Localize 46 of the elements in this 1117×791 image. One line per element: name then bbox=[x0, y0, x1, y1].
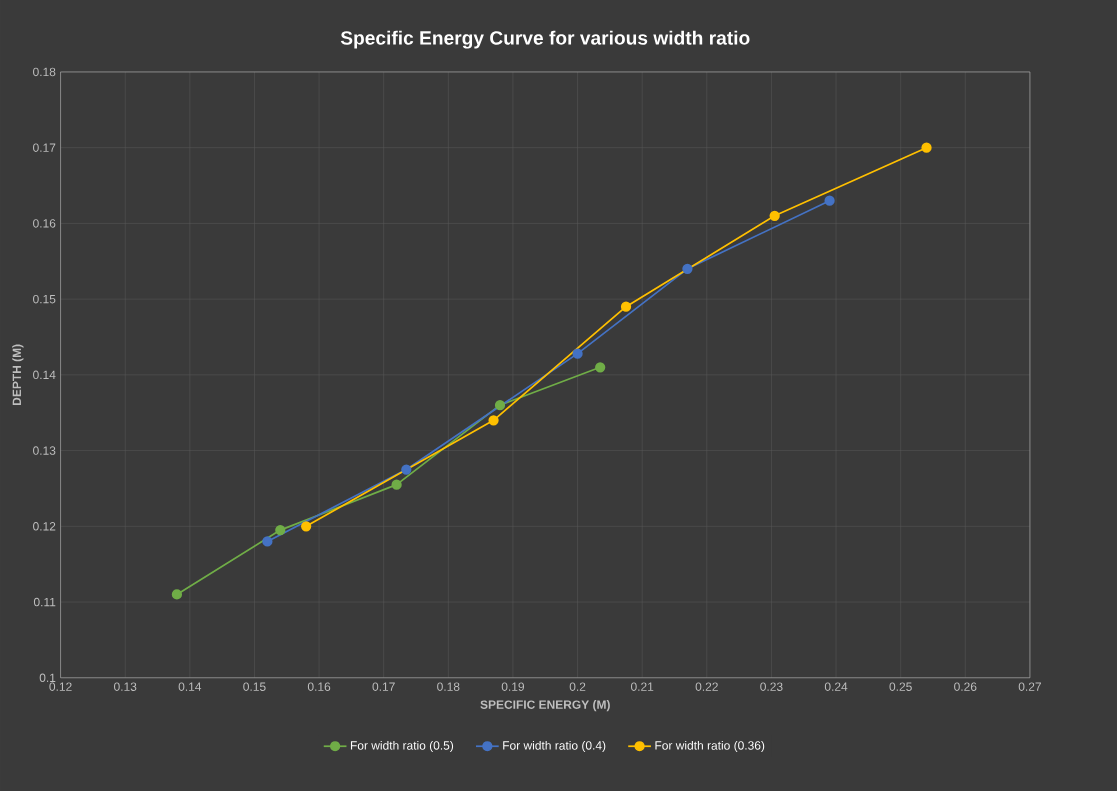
x-tick-label: 0.25 bbox=[889, 682, 912, 691]
y-tick-label: 0.17 bbox=[33, 143, 56, 152]
point bbox=[921, 142, 932, 153]
point bbox=[595, 361, 606, 373]
point bbox=[275, 524, 286, 536]
point bbox=[620, 301, 632, 312]
legend-label: For width ratio (0.4) bbox=[503, 740, 606, 752]
x-tick-label: 0.16 bbox=[307, 682, 331, 691]
point bbox=[494, 399, 506, 411]
x-tick-label: 0.22 bbox=[695, 682, 718, 691]
y-tick-label: 0.14 bbox=[33, 370, 56, 379]
point bbox=[488, 414, 499, 426]
y-tick-label: 0.11 bbox=[33, 597, 56, 607]
point bbox=[682, 263, 693, 274]
y-tick-label: 0.18 bbox=[33, 67, 56, 77]
y-tick-label: 0.1 bbox=[39, 673, 56, 682]
y-tick-label: 0.13 bbox=[33, 446, 56, 455]
point bbox=[171, 589, 183, 600]
x-tick-label: 0.27 bbox=[1018, 682, 1041, 691]
x-axis-title: SPECIFIC ENERGY (M) bbox=[480, 699, 610, 712]
x-tick-label: 0.24 bbox=[824, 682, 848, 691]
y-tick-label: 0.12 bbox=[33, 521, 56, 531]
y-axis-title: DEPTH (M) bbox=[12, 344, 24, 405]
point bbox=[301, 521, 312, 532]
y-tick-label: 0.15 bbox=[33, 294, 56, 304]
x-tick-label: 0.2 bbox=[569, 682, 586, 691]
point bbox=[769, 210, 780, 221]
x-tick-label: 0.12 bbox=[49, 682, 72, 691]
point bbox=[824, 195, 835, 206]
x-tick-label: 0.14 bbox=[178, 682, 202, 691]
x-tick-label: 0.18 bbox=[437, 682, 460, 691]
chart-title: Specific Energy Curve for various width ratio bbox=[340, 30, 750, 49]
x-tick-label: 0.21 bbox=[630, 682, 654, 691]
x-tick-label: 0.19 bbox=[501, 682, 525, 691]
x-tick-label: 0.23 bbox=[760, 682, 783, 691]
y-tick-label: 0.16 bbox=[33, 218, 56, 228]
point bbox=[401, 464, 412, 475]
legend-label: For width ratio (0.5) bbox=[350, 740, 454, 752]
legend-label: For width ratio (0.36) bbox=[655, 740, 765, 752]
x-tick-label: 0.15 bbox=[243, 682, 266, 691]
x-tick-label: 0.26 bbox=[954, 682, 977, 691]
x-tick-label: 0.17 bbox=[372, 682, 395, 691]
point bbox=[572, 348, 583, 359]
point bbox=[262, 536, 273, 547]
point bbox=[391, 479, 402, 490]
x-tick-label: 0.13 bbox=[114, 682, 137, 691]
